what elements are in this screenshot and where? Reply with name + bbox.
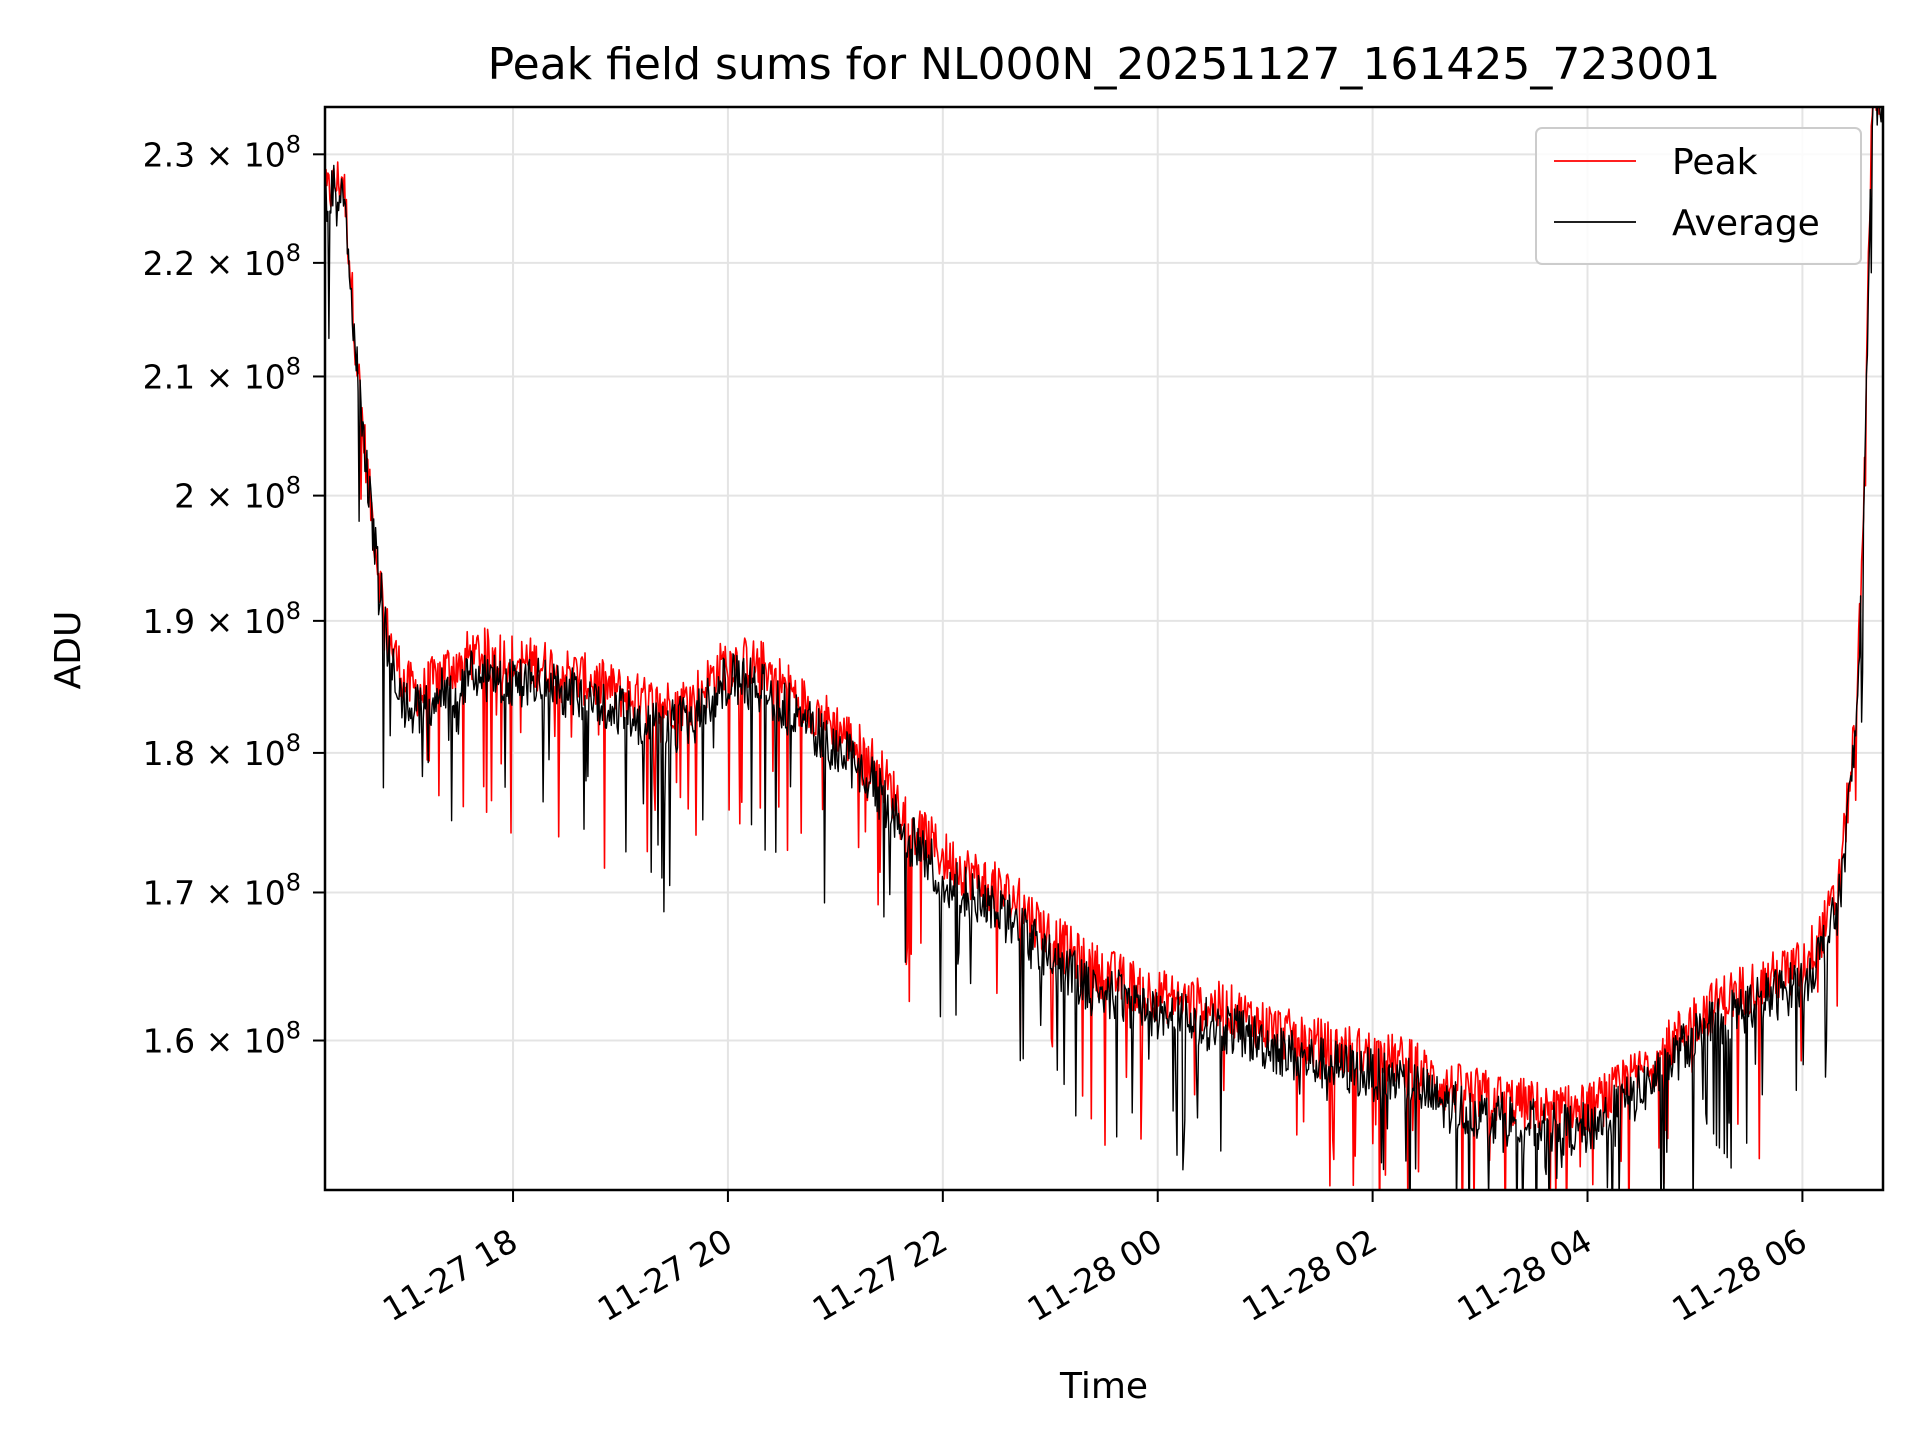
legend-box <box>1535 127 1862 265</box>
series-group <box>325 107 1883 1190</box>
y-tick-label: 2 × 108 <box>174 472 301 516</box>
y-tick-label: 1.9 × 108 <box>143 597 301 641</box>
series-line-peak <box>325 107 1881 1190</box>
plot-frame <box>323 105 1885 1192</box>
y-tick-label: 1.6 × 108 <box>143 1017 301 1061</box>
legend: Peak Average <box>1535 127 1862 265</box>
y-tick-label: 1.7 × 108 <box>143 868 301 912</box>
y-tick-label: 1.8 × 108 <box>143 729 301 773</box>
y-axis: 1.6 × 108 1.7 × 108 1.8 × 108 1.9 × 108 2 × … <box>143 130 325 1061</box>
grid-lines <box>325 107 1883 1190</box>
legend-label-average: Average <box>1672 203 1820 244</box>
y-axis-label: ADU <box>48 611 89 690</box>
chart-title: Peak field sums for NL000N_20251127_1614… <box>488 39 1721 90</box>
y-tick-label: 2.1 × 108 <box>143 352 301 396</box>
y-tick-label: 2.2 × 108 <box>143 239 301 283</box>
legend-label-peak: Peak <box>1672 142 1758 183</box>
series-line-average <box>325 107 1883 1190</box>
y-tick-label: 2.3 × 108 <box>143 130 301 174</box>
x-axis-label: Time <box>1059 1366 1148 1407</box>
